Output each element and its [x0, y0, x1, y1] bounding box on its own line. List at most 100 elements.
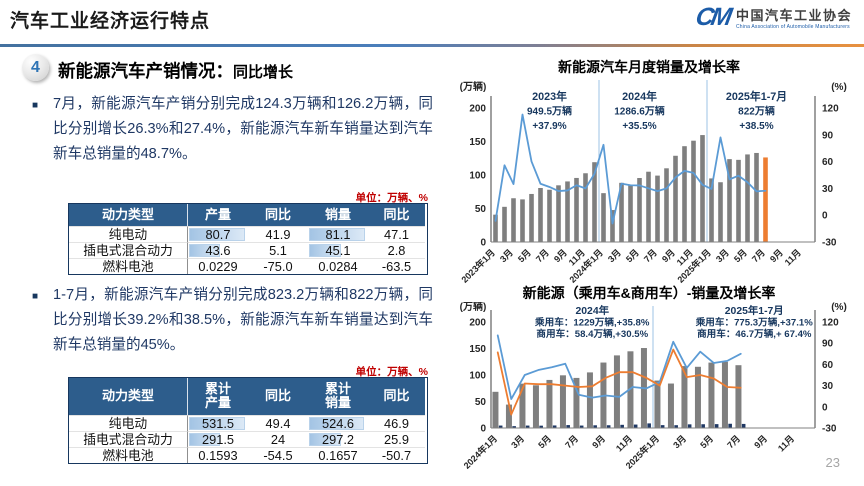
svg-text:822万辆: 822万辆	[738, 105, 775, 118]
svg-text:7月: 7月	[750, 247, 767, 264]
svg-text:100: 100	[469, 371, 486, 382]
svg-text:7月: 7月	[725, 433, 742, 450]
table-header-cell: 同比	[248, 378, 308, 415]
table-cell: 0.0229	[188, 257, 248, 274]
caam-logo: CM 中国汽车工业协会 China Association of Automob…	[694, 3, 852, 31]
table-cell: 纯电动	[69, 414, 188, 431]
monthly-sales-chart: 新能源汽车月度销量及增长率 0 50 100 150 200 -30 0 30 60 90 120 (…	[437, 57, 861, 293]
cumulative-table: 动力类型 累计 产量 同比 累计 销量 同比 纯电动 531.5 49.4 524.6 46.9 插…	[68, 377, 428, 464]
table-header-cell: 产量	[188, 204, 248, 226]
svg-text:11月: 11月	[783, 247, 803, 267]
tick-labels: 0 50 100 150 200 -30 0 30 60 90 120	[469, 104, 839, 249]
svg-text:5月: 5月	[536, 433, 553, 450]
section-title-sub: 同比增长	[233, 64, 294, 81]
unit-label-2: 单位：万辆、%	[355, 366, 428, 378]
table-cell: -75.0	[248, 257, 308, 274]
bars-group	[492, 348, 746, 428]
table-cell: 43.6	[188, 241, 248, 258]
svg-text:3月: 3月	[509, 433, 526, 450]
table-cell: 2.8	[368, 241, 425, 258]
svg-text:2024年1月: 2024年1月	[461, 433, 499, 471]
svg-text:乘用车：1229万辆,+35.8%: 乘用车：1229万辆,+35.8%	[534, 317, 650, 329]
cell-databar	[309, 227, 365, 241]
svg-text:150: 150	[469, 344, 486, 355]
svg-text:9月: 9月	[590, 433, 607, 450]
year-separators	[598, 80, 708, 242]
svg-text:(万辆): (万辆)	[460, 302, 487, 313]
bullet-ytd-summary: ■ 1-7月，新能源汽车产销分别完成823.2万辆和822万辆，同比分别增长39…	[30, 283, 433, 359]
svg-text:2025年1-7月: 2025年1-7月	[725, 304, 784, 317]
table-cell: 0.1593	[188, 446, 248, 463]
svg-text:11月: 11月	[614, 433, 634, 453]
bullet-square-icon: ■	[32, 291, 39, 302]
table-cell: 297.2	[308, 430, 368, 447]
svg-text:30: 30	[822, 184, 834, 195]
logo-org-name-en: China Association of Automobile Manufact…	[735, 24, 850, 30]
monthly-table: 动力类型 产量 同比 销量 同比 纯电动 80.7 41.9 81.1 47.1 插电式混合动力 43…	[68, 203, 428, 275]
bullet-ytd-text: 1-7月，新能源汽车产销分别完成823.2万辆和822万辆，同比分别增长39.2…	[53, 287, 433, 354]
table-cell: -50.7	[368, 446, 425, 463]
monthly-sales-chart-title: 新能源汽车月度销量及增长率	[558, 59, 740, 75]
table-cell: 81.1	[308, 225, 368, 242]
svg-text:200: 200	[469, 104, 486, 115]
svg-text:120: 120	[822, 104, 839, 115]
svg-text:(%): (%)	[831, 302, 847, 313]
table-cell: 25.9	[368, 430, 425, 447]
svg-text:0: 0	[822, 402, 828, 413]
svg-text:+38.5%: +38.5%	[739, 121, 773, 132]
table-cell: 24	[248, 430, 308, 447]
cell-databar	[309, 432, 342, 446]
svg-text:9月: 9月	[552, 247, 569, 264]
table-cell: 49.4	[248, 414, 308, 431]
tick-labels: 0 50 100 150 200 -30 0 30 60 90 120	[469, 318, 839, 435]
table-header-cell: 动力类型	[69, 204, 188, 226]
section-title: 新能源汽车产销情况：同比增长	[58, 58, 293, 83]
svg-text:90: 90	[822, 339, 834, 350]
table-cell: 插电式混合动力	[69, 430, 188, 447]
table-cell: 纯电动	[69, 225, 188, 242]
bars-group	[493, 135, 768, 242]
svg-text:0: 0	[480, 238, 486, 249]
table-cell: 80.7	[188, 225, 248, 242]
axes-group	[490, 310, 816, 429]
svg-text:5月: 5月	[698, 433, 715, 450]
svg-text:949.5万辆: 949.5万辆	[527, 105, 572, 118]
bullet-july-text: 7月，新能源汽车产销分别完成124.3万辆和126.2万辆，同比分别增长26.3…	[53, 96, 433, 163]
section-title-main: 新能源汽车产销情况：	[58, 61, 233, 81]
table-cell: 0.1657	[308, 446, 368, 463]
svg-text:90: 90	[822, 130, 834, 141]
cell-databar	[189, 432, 221, 446]
svg-text:(万辆): (万辆)	[460, 80, 487, 93]
table-cell: -54.5	[248, 446, 308, 463]
svg-text:2024年: 2024年	[575, 304, 609, 317]
svg-text:5月: 5月	[732, 247, 749, 264]
svg-text:30: 30	[822, 381, 834, 392]
monthly-sales-chart-svg: 0 50 100 150 200 -30 0 30 60 90 120 (万辆) (%) 2023年 949…	[459, 80, 847, 285]
svg-text:3月: 3月	[671, 433, 688, 450]
logo-org-name-cn: 中国汽车工业协会	[735, 8, 852, 23]
svg-text:3月: 3月	[606, 247, 623, 264]
pv-cv-sales-chart-title: 新能源（乘用车&商用车）-销量及增长率	[522, 285, 776, 301]
growth-lines-group	[496, 334, 742, 416]
svg-text:200: 200	[469, 318, 486, 329]
svg-text:7月: 7月	[642, 247, 659, 264]
cell-databar	[309, 416, 365, 430]
table-header-cell: 同比	[368, 204, 425, 226]
svg-text:100: 100	[469, 171, 486, 182]
table-cell: 45.1	[308, 241, 368, 258]
svg-text:60: 60	[822, 360, 834, 371]
svg-text:120: 120	[822, 318, 839, 329]
svg-text:60: 60	[822, 157, 834, 168]
svg-text:2023年: 2023年	[532, 89, 567, 103]
bullet-july-summary: ■ 7月，新能源汽车产销分别完成124.3万辆和126.2万辆，同比分别增长26…	[30, 92, 433, 168]
svg-text:乘用车：775.3万辆,+37.1%: 乘用车：775.3万辆,+37.1%	[695, 317, 814, 329]
table-header-cell: 同比	[368, 378, 425, 415]
cell-databar	[189, 227, 245, 241]
cell-databar	[309, 243, 342, 257]
svg-text:5月: 5月	[516, 247, 533, 264]
svg-text:+37.9%: +37.9%	[532, 121, 566, 132]
